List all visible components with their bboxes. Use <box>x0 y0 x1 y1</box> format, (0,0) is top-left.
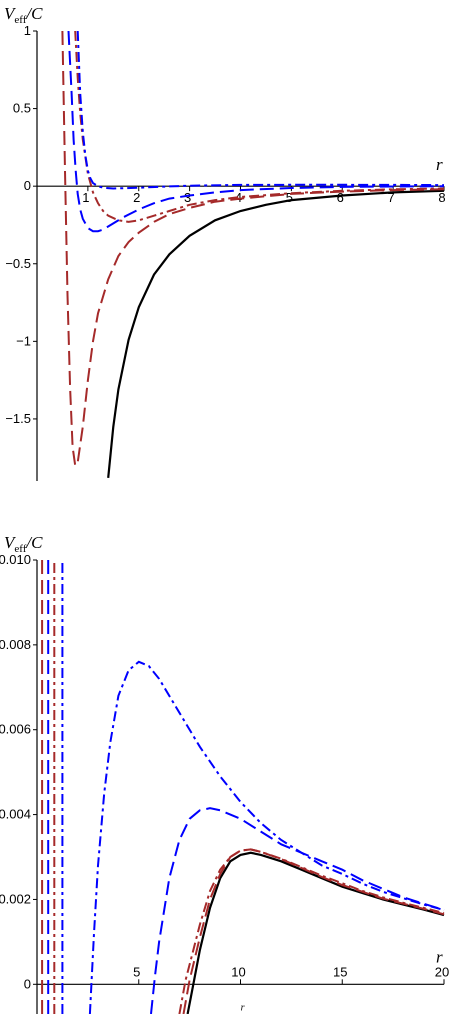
series-group <box>61 31 445 479</box>
y-tick-label: 0.002 <box>0 891 31 906</box>
x-tick-label: 5 <box>133 964 140 979</box>
y-tick-label: 0.5 <box>13 101 31 116</box>
y-tick-label: −1.5 <box>5 411 31 426</box>
x-axis-label: r <box>436 947 443 966</box>
x-tick-label: 20 <box>435 964 449 979</box>
x-tick-label: 10 <box>231 964 245 979</box>
chart-1: −1.5 −1 −0.5 0 0.5 1 1 2 3 4 5 6 7 8 Veff/C r <box>4 4 446 481</box>
y-tick-label: 0 <box>24 976 31 991</box>
chart-2: 0 0.002 0.004 0.006 0.008 0.010 5 10 15 20 Veff/C r… <box>0 533 449 1014</box>
series-line-3 <box>150 807 445 1014</box>
x-tick-label: 3 <box>184 190 191 205</box>
x-axis-label: r <box>436 155 443 174</box>
x-tick-label: 15 <box>333 964 347 979</box>
series-line-1 <box>107 189 445 479</box>
y-tick-label: 0.010 <box>0 552 31 567</box>
x-tick-label: 1 <box>82 190 89 205</box>
x-axis-sublabel: r <box>241 1002 245 1013</box>
x-tick-label: 8 <box>438 190 445 205</box>
y-tick-label: 0.006 <box>0 722 31 737</box>
y-tick-label: 0.004 <box>0 807 31 822</box>
y-tick-label: 0.008 <box>0 637 31 652</box>
x-tick-label: 5 <box>286 190 293 205</box>
series-line-5 <box>88 660 445 1014</box>
series-line-3 <box>67 31 445 233</box>
series-line-5 <box>76 31 445 190</box>
x-tick-label: 4 <box>235 190 242 205</box>
series-line-1 <box>186 851 445 1014</box>
y-tick-label: 1 <box>24 23 31 38</box>
x-tick-label: 2 <box>133 190 140 205</box>
x-tick-label: 7 <box>388 190 395 205</box>
series-line-4 <box>178 848 445 1014</box>
series-group <box>41 560 445 1014</box>
y-tick-label: −1 <box>16 333 31 348</box>
y-tick-label: 0 <box>24 178 31 193</box>
y-axis-label: Veff/C <box>4 533 43 555</box>
y-tick-label: −0.5 <box>5 256 31 271</box>
x-tick-label: 6 <box>337 190 344 205</box>
y-axis-label: Veff/C <box>4 4 43 26</box>
series-line-2 <box>61 31 445 468</box>
